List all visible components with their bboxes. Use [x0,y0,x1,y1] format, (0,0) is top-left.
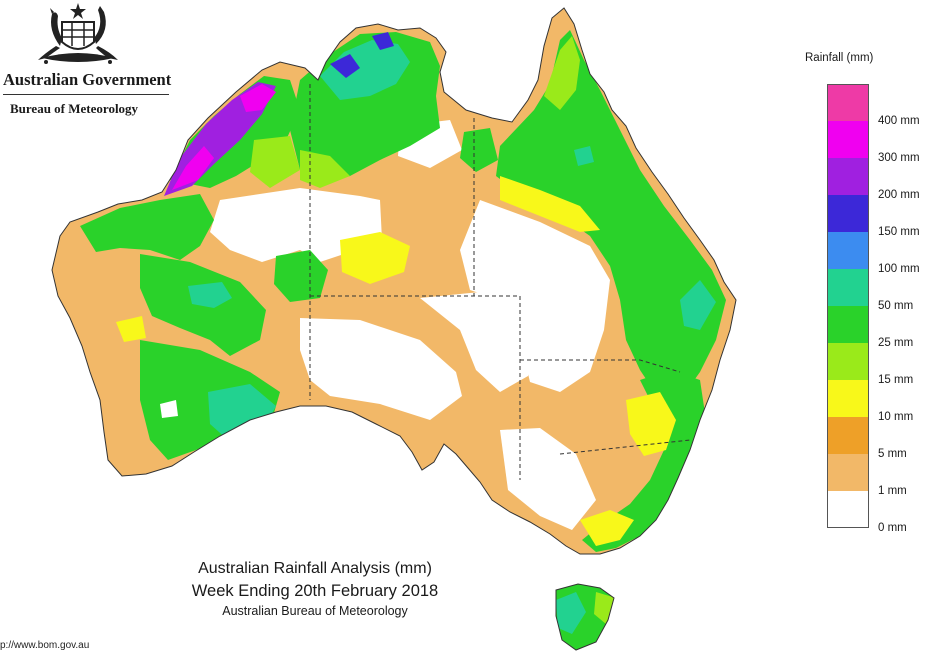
agency-name: Bureau of Meteorology [10,101,139,116]
legend-label: 200 mm [878,189,920,201]
legend-swatch [827,158,869,195]
source-url[interactable]: p://www.bom.gov.au [0,640,90,651]
logo-divider [3,94,169,95]
legend-swatch [827,195,869,232]
legend-swatch [827,417,869,454]
legend-label: 150 mm [878,226,920,238]
map-title-line2: Week Ending 20th February 2018 [191,582,439,600]
legend-swatch [827,121,869,158]
legend-swatch [827,380,869,417]
legend-label: 5 mm [878,448,907,460]
legend-label: 25 mm [878,337,914,349]
government-logo: Australian Government Bureau of Meteorol… [0,0,175,125]
legend-swatch [827,269,869,306]
map-title-line3: Australian Bureau of Meteorology [222,604,408,618]
legend-swatch [827,232,869,269]
org-name: Australian Government [3,70,172,89]
map-title-line1: Australian Rainfall Analysis (mm) [198,560,432,577]
legend-swatch [827,84,869,121]
legend-swatch [827,454,869,491]
legend-label: 0 mm [878,522,907,534]
legend-swatch [827,491,869,528]
legend-label: 300 mm [878,152,920,164]
legend-label: 1 mm [878,485,907,497]
coat-of-arms-icon [38,3,118,64]
rainfall-map [51,7,737,651]
legend-label: 10 mm [878,411,914,423]
legend-label: 50 mm [878,300,914,312]
legend-title: Rainfall (mm) [805,52,874,64]
legend-label: 100 mm [878,263,920,275]
legend-swatch [827,343,869,380]
rainfall-legend: Rainfall (mm) 400 mm 300 mm 200 mm 150 mm 10… [800,48,930,558]
legend-swatch [827,306,869,343]
legend-label: 15 mm [878,374,914,386]
map-title: Australian Rainfall Analysis (mm) Week E… [150,558,480,620]
legend-label: 400 mm [878,115,920,127]
